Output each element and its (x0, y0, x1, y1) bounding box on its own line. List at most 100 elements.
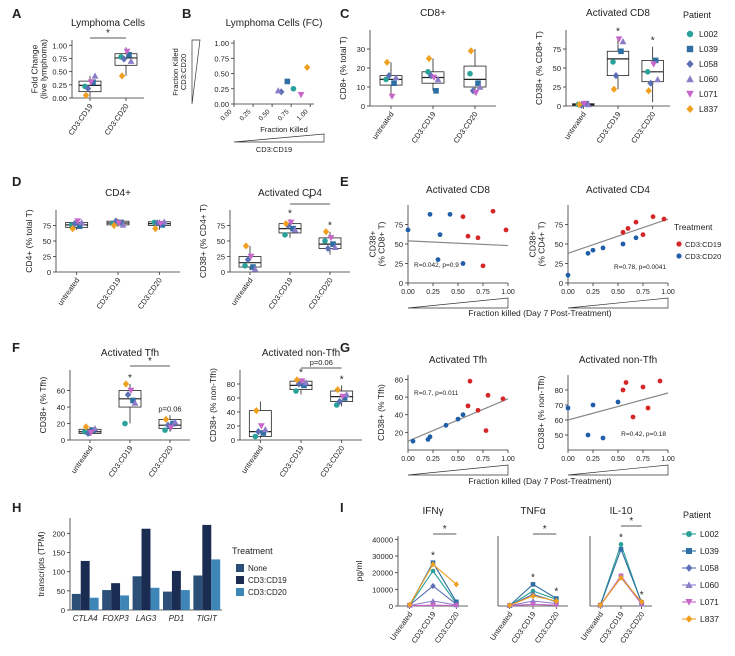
data-point (120, 55, 128, 63)
data-point (475, 407, 481, 413)
significance-star: * (431, 551, 435, 562)
y-tick-label: 75 (217, 222, 225, 231)
x-axis-label: CD3:CD19 (256, 145, 292, 154)
legend-title: Treatment (674, 222, 713, 232)
legend-marker (676, 253, 682, 259)
panel-letter-i: I (340, 500, 344, 515)
data-point (383, 58, 391, 66)
significance-star: * (640, 590, 644, 601)
legend-marker (686, 45, 694, 53)
data-point (590, 247, 596, 253)
y-tick-label: 80 (395, 375, 403, 384)
legend-label: L002 (699, 29, 718, 39)
fraction-wedge (407, 297, 509, 309)
legend-marker (686, 531, 692, 537)
data-point (84, 84, 92, 93)
x-tick-label: untreated (239, 444, 265, 475)
y-tick-label: 40 (227, 408, 235, 417)
y-tick-label: 50 (43, 237, 51, 246)
data-point (430, 568, 436, 574)
y-tick-label: 40000 (372, 535, 393, 544)
data-point (453, 581, 460, 588)
data-point (282, 232, 288, 238)
data-point (619, 38, 627, 45)
y-tick-label: 60 (395, 393, 403, 402)
data-point (654, 76, 662, 83)
panel-letter-d: D (12, 174, 21, 189)
x-tick-label: 0.75 (476, 289, 490, 296)
legend-label: L060 (700, 580, 719, 590)
panel-title: TNFα (520, 506, 545, 517)
y-tick-label: 0 (389, 602, 393, 611)
data-point (303, 63, 311, 72)
data-point (652, 57, 659, 64)
panel-letter-g: G (340, 340, 350, 355)
data-point (251, 265, 259, 272)
data-point (650, 214, 656, 220)
legend-marker (676, 241, 682, 247)
data-point (333, 402, 340, 408)
panel-letter-e: E (340, 174, 349, 189)
legend-label: L060 (699, 74, 718, 84)
bar (171, 570, 181, 610)
panel-g1: Activated Tfh 20 40 60 80 CD38+ (% Tfh) 0.00 0.… (376, 355, 515, 476)
x-tick-label: CD3:CD20 (146, 444, 174, 479)
data-point (324, 244, 332, 253)
y-tick-label: 50 (217, 237, 225, 246)
bar (111, 583, 121, 610)
x-tick-label: 0.75 (636, 456, 650, 463)
legend-marker (685, 581, 693, 588)
legend-marker (686, 548, 692, 554)
panel-letter-c: C (340, 6, 350, 21)
data-point (252, 433, 259, 440)
data-point (620, 229, 626, 235)
x-tick-label: 1.00 (661, 456, 675, 463)
data-point (618, 574, 624, 581)
bar (80, 560, 90, 610)
x-tick-label: CD3:CD20 (102, 102, 130, 137)
significance-star: * (554, 587, 558, 598)
regression-line (567, 392, 669, 421)
data-point (427, 434, 433, 440)
data-point (530, 598, 536, 604)
data-point (472, 89, 480, 97)
data-point (467, 47, 475, 55)
text-line: Fraction Killed (171, 48, 180, 96)
data-point (430, 74, 438, 81)
fraction-wedge (567, 464, 669, 476)
data-point (152, 225, 159, 233)
x-tick-label: untreated (562, 110, 588, 141)
text-line: (live lymphoma) (39, 39, 49, 99)
data-point (600, 245, 606, 251)
y-tick-label: 0 (221, 268, 225, 277)
legend-marker (686, 105, 694, 113)
y-tick-label: 0 (61, 606, 65, 615)
data-point (242, 263, 248, 269)
x-tick-label: 0.00 (561, 456, 575, 463)
p-value-note: p=0.06 (158, 404, 181, 413)
y-tick-label: 50 (553, 64, 561, 73)
data-point (406, 601, 413, 608)
data-point (453, 603, 460, 609)
y-axis-label: CD38+ (% Tfh) (38, 376, 48, 433)
bar (102, 590, 112, 610)
data-point (465, 233, 471, 239)
x-tick-label: untreated (370, 110, 396, 141)
data-point (71, 220, 78, 228)
y-tick-label: 10000 (372, 585, 393, 594)
data-point (122, 420, 128, 427)
data-point (553, 597, 560, 605)
x-tick-label: untreated (69, 444, 95, 475)
bar (150, 587, 160, 610)
data-point (612, 72, 620, 80)
y-tick-label: 80 (227, 380, 235, 389)
data-point (460, 261, 466, 266)
y-tick-label: 60 (555, 416, 563, 425)
x-tick-label: 1.00 (501, 289, 515, 296)
sig-label: * (543, 524, 547, 535)
y-axis-label: transcripts (TPM) (36, 531, 46, 596)
data-point (383, 76, 389, 83)
y-tick-label: 75 (555, 221, 563, 230)
x-tick-label: CD3:CD20 (306, 276, 334, 311)
legend-label: CD3:CD20 (248, 588, 287, 597)
